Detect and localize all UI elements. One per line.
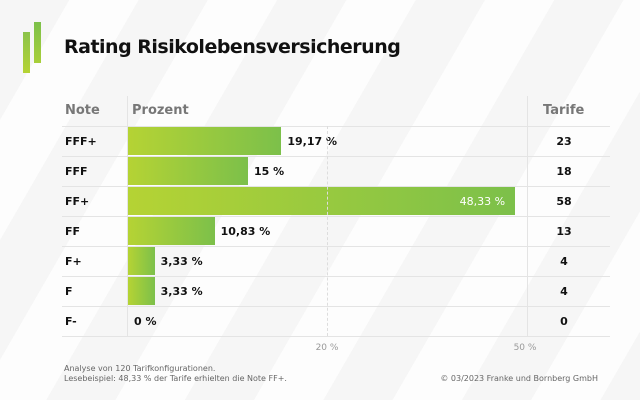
- row-divider: [62, 246, 610, 247]
- x-tick-label: 20 %: [315, 343, 339, 353]
- footnote: Analyse von 120 Tarifkonfigurationen. Le…: [64, 364, 287, 384]
- category-label: FFF: [65, 165, 88, 178]
- row-divider: [62, 276, 610, 277]
- value-label: 0 %: [134, 315, 157, 328]
- page-title: Rating Risikolebensversicherung: [64, 36, 401, 58]
- bar: [128, 247, 155, 275]
- count-label: 13: [556, 225, 572, 238]
- value-label: 19,17 %: [287, 135, 338, 148]
- category-label: FF+: [65, 195, 90, 208]
- category-label: FF: [65, 225, 81, 238]
- value-label: 3,33 %: [160, 285, 203, 298]
- footnote-line2: Lesebeispiel: 48,33 % der Tarife erhielt…: [64, 374, 287, 383]
- value-label: 10,83 %: [220, 225, 271, 238]
- value-label: 48,33 %: [459, 195, 506, 208]
- count-label: 4: [560, 255, 568, 268]
- category-label: F+: [65, 255, 82, 268]
- count-label: 23: [556, 135, 572, 148]
- category-label: F-: [65, 315, 77, 328]
- bar: [128, 187, 515, 215]
- category-label: F: [65, 285, 73, 298]
- value-label: 3,33 %: [160, 255, 203, 268]
- gridline: [327, 126, 328, 336]
- footnote-line1: Analyse von 120 Tarifkonfigurationen.: [64, 364, 216, 373]
- count-label: 18: [556, 165, 572, 178]
- row-divider: [62, 186, 610, 187]
- bar: [128, 127, 282, 155]
- bar: [128, 277, 155, 305]
- bar: [128, 217, 215, 245]
- row-divider: [62, 336, 610, 337]
- logo-bar-right: [34, 22, 41, 63]
- header-count: Tarife: [543, 103, 585, 118]
- header-note: Note: [65, 103, 100, 118]
- row-divider: [62, 216, 610, 217]
- copyright: © 03/2023 Franke und Bornberg GmbH: [440, 374, 598, 383]
- x-tick-label: 50 %: [513, 343, 537, 353]
- header-percent: Prozent: [132, 103, 189, 118]
- count-label: 0: [560, 315, 568, 328]
- row-divider: [62, 156, 610, 157]
- count-label: 58: [556, 195, 572, 208]
- logo-bar-left: [23, 32, 30, 73]
- category-label: FFF+: [65, 135, 97, 148]
- row-divider: [62, 126, 610, 127]
- bar: [128, 157, 248, 185]
- value-label: 15 %: [254, 165, 285, 178]
- row-divider: [62, 306, 610, 307]
- count-label: 4: [560, 285, 568, 298]
